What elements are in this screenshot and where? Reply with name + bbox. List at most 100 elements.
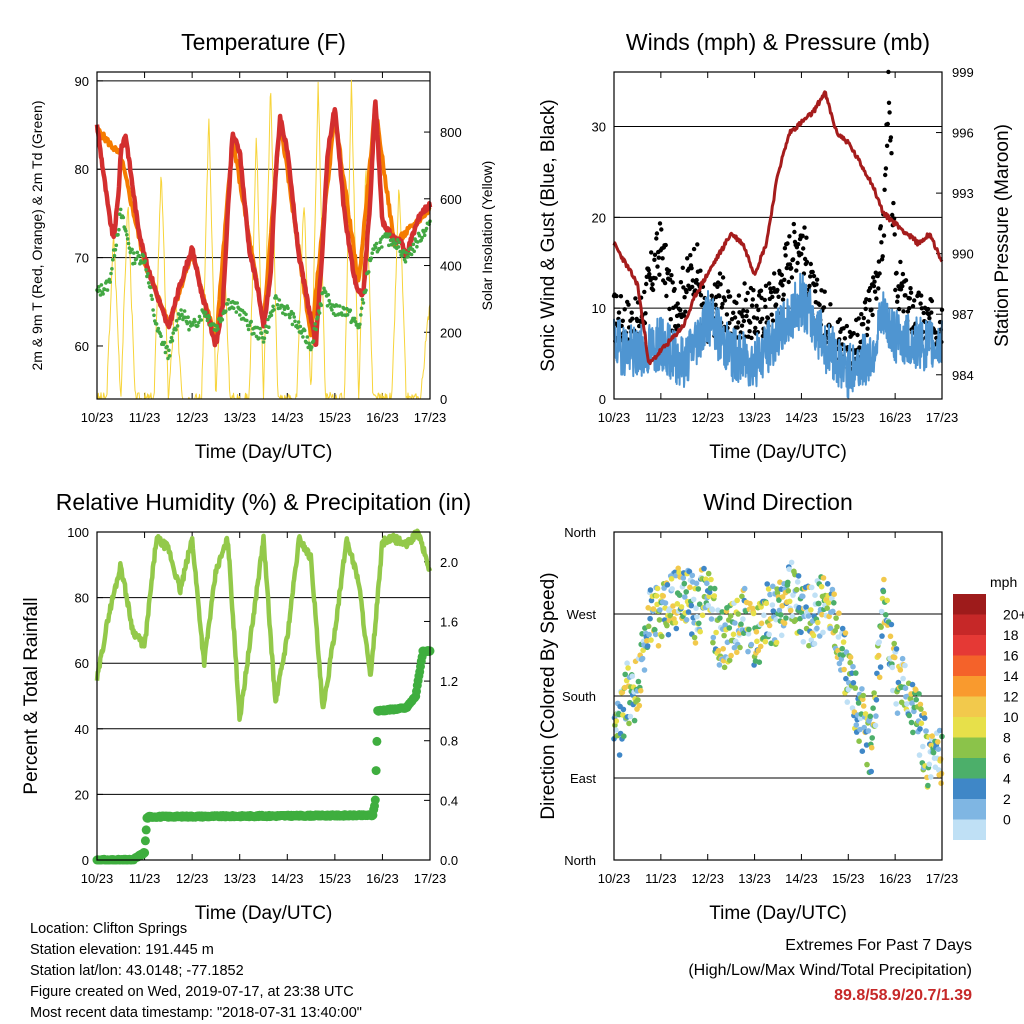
gust-dot [903,293,908,298]
y2-tick-label: 984 [952,368,974,383]
gust-dot [888,135,894,140]
gust-dot [742,281,747,286]
dewpoint-dot [99,283,104,287]
dewpoint-dot [361,301,366,305]
direction-dot [645,623,652,630]
direction-dot [695,586,702,592]
gust-dot [886,100,892,106]
direction-dot [766,631,772,638]
dewpoint-dot [207,316,211,320]
gust-dot [630,316,635,321]
direction-dot [820,575,827,581]
gust-dot [861,321,866,327]
dewpoint-dot [335,304,339,308]
direction-dot [738,621,744,627]
y-tick-label: 60 [75,339,89,354]
gust-dot [901,309,906,314]
gust-dot [652,252,658,257]
gust-dot [633,296,638,301]
direction-dot [654,601,660,608]
x-tick-label: 13/23 [223,871,256,886]
direction-dot [717,615,723,621]
direction-dot [840,639,847,645]
dewpoint-dot [154,322,159,326]
direction-dot [653,593,660,599]
direction-dot [770,608,777,614]
y2-tick-label: 200 [440,325,462,340]
gust-dot [740,314,745,319]
dewpoint-dot [117,227,121,232]
dewpoint-dot [125,233,129,237]
dewpoint-dot [386,235,390,239]
gust-dot [872,289,878,294]
direction-dot [734,597,740,604]
direction-dot [763,600,770,607]
gust-dot [647,271,652,277]
panel-3: Relative Humidity (%) & Precipitation (i… [21,489,471,924]
direction-dot [659,633,665,640]
dewpoint-dot [126,241,131,246]
gust-dot [732,315,738,320]
direction-dot [864,761,870,768]
y-tick-label: 20 [75,787,89,802]
dewpoint-dot [357,325,361,330]
direction-dot [730,631,737,638]
dewpoint-dot [337,304,342,308]
direction-dot [827,625,834,632]
direction-dot [785,588,792,594]
direction-dot [844,699,851,705]
chart-title: Relative Humidity (%) & Precipitation (i… [56,489,471,515]
relative-humidity-line [94,528,433,722]
direction-dot [778,612,784,618]
dewpoint-dot [170,338,175,343]
dewpoint-dot [216,327,220,331]
colorbar-label: 0 [1003,812,1011,828]
x-tick-label: 16/23 [366,410,399,425]
dewpoint-dot [269,313,274,318]
dewpoint-dot [323,290,328,295]
direction-dot [652,631,659,638]
dewpoint-dot [101,292,105,296]
gust-dot [731,310,736,315]
direction-dot [654,585,661,592]
direction-dot [753,629,760,635]
gust-dot [754,303,759,308]
gust-dot [657,272,662,277]
chart-title: Winds (mph) & Pressure (mb) [626,29,930,55]
dewpoint-dot [385,232,389,236]
gust-dot [785,241,790,246]
direction-dot [716,662,723,668]
extremes-title: Extremes For Past 7 Days [785,937,972,954]
direction-dot [868,768,874,775]
y-axis-label: Direction (Colored By Speed) [538,572,559,819]
direction-dot [735,611,741,617]
y2-tick-label: 0 [440,392,447,407]
direction-dot [836,610,842,616]
gust-dot [767,281,772,286]
x-tick-label: 17/23 [926,410,959,425]
x-tick-label: 12/23 [176,871,209,886]
colorbar-swatch [953,778,986,799]
gust-dot [644,281,649,287]
direction-dot [779,594,786,600]
direction-dot [810,632,817,639]
gust-dot [801,246,806,251]
dewpoint-dot [265,330,269,335]
gust-dot [741,318,747,324]
dewpoint-dot [125,237,130,241]
dewpoint-dot [130,247,134,252]
precipitation-dot [140,848,150,858]
gust-dot [668,317,673,322]
gust-dot [768,290,774,295]
direction-dot [669,586,675,592]
direction-dot [624,660,630,666]
direction-dot [831,591,837,597]
dewpoint-dot [224,309,228,314]
gust-dot [919,293,924,298]
direction-dot [670,603,676,609]
direction-dot [674,601,681,607]
x-tick-label: 10/23 [598,410,631,425]
direction-dot [834,624,840,630]
gust-dot [749,303,755,308]
gust-dot [900,283,905,289]
